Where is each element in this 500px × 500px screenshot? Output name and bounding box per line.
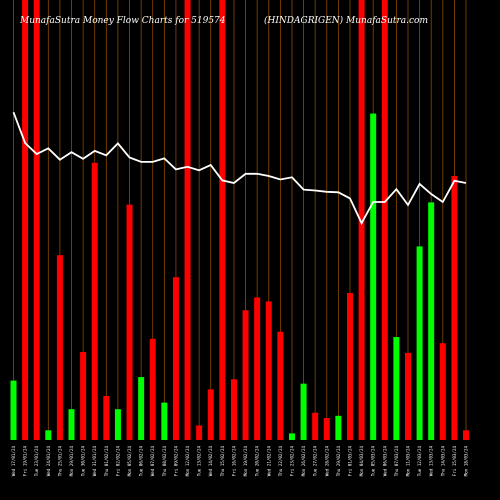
bar [323,418,330,440]
bar [10,380,17,440]
x-tick-label: Mon 11/03/24 [405,446,410,477]
bar [288,433,295,440]
x-tick-label: Thu 25/01/24 [57,446,62,477]
bar [439,343,446,440]
bar [149,338,156,440]
chart-subtitle: (HINDAGRIGEN) MunafaSutra.com [264,15,428,26]
bar [230,379,237,440]
x-tick-label: Thu 14/03/24 [440,446,445,477]
x-tick-label: Tue 05/03/24 [371,446,376,477]
bar [103,396,110,440]
bar [56,255,63,440]
x-tick-label: Wed 17/01/24 [11,446,16,477]
x-tick-label: Wed 14/02/24 [208,446,213,477]
bar [404,352,411,440]
x-tick-label: Tue 30/01/24 [81,446,86,477]
bar [138,377,145,440]
bar [172,277,179,440]
bar [219,0,226,440]
x-tick-label: Fri 02/02/24 [115,446,120,477]
bar [196,425,203,440]
bar [114,409,121,440]
bar [184,0,191,440]
bar [265,301,272,440]
x-tick-label: Wed 13/03/24 [429,446,434,477]
bars-group [10,0,469,441]
bar [312,412,319,440]
bar [416,246,423,440]
bar [33,0,40,440]
x-tick-label: Fri 01/03/24 [347,446,352,477]
bar [358,0,365,440]
bar [45,430,52,440]
x-tick-label: Wed 28/02/24 [324,446,329,477]
x-tick-label: Wed 21/02/24 [266,446,271,477]
bar [300,383,307,440]
x-tick-label: Mon 26/02/24 [301,446,306,477]
bar [242,310,249,440]
bar [68,409,75,440]
bar [277,331,284,440]
x-tick-label: Tue 27/02/24 [313,446,318,477]
chart-title: MunafaSutra Money Flow Charts for 519574 [19,16,226,26]
bar [463,430,469,440]
bar [381,0,388,440]
x-tick-label: Thu 22/02/24 [278,446,283,477]
x-tick-label: Tue 06/02/24 [139,446,144,477]
x-tick-label: Mon 29/01/24 [69,446,74,477]
x-tick-label: Fri 23/02/24 [289,446,294,477]
x-tick-label: Wed 24/01/24 [46,446,51,477]
x-tick-label: Mon 19/02/24 [243,446,248,477]
x-tick-label: Tue 13/02/24 [197,446,202,477]
x-tick-label: Wed 06/03/24 [382,446,387,477]
bar [254,297,261,440]
x-tick-label: Tue 20/02/24 [255,446,260,477]
x-tick-label: Wed 07/02/24 [150,446,155,477]
bar [161,402,168,440]
x-tick-label: Thu 07/03/24 [394,446,399,477]
x-tick-label: Thu 08/02/24 [162,446,167,477]
bar [451,176,458,440]
bar [80,352,87,440]
x-tick-label: Wed 31/01/24 [92,446,97,477]
money-flow-line [12,111,467,226]
x-tick-label: Tue 12/03/24 [417,446,422,477]
x-tick-label: Tue 23/01/24 [34,446,39,477]
bar [207,389,214,440]
x-tick-label: Mon 04/03/24 [359,446,364,477]
bar [335,415,342,440]
x-tick-label: Mon 18/03/24 [464,446,469,477]
x-tick-label: Thu 29/02/24 [336,446,341,477]
bar [91,162,98,441]
bar [393,337,400,440]
x-tick-label: Fri 19/01/24 [23,446,28,477]
bar [370,113,377,441]
x-tick-labels: Wed 17/01/24 Fri 19/01/24 Tue 23/01/24 Wed … [11,446,469,477]
x-tick-label: Thu 15/02/24 [220,446,225,477]
bar [22,0,29,440]
x-tick-label: Fri 16/02/24 [231,446,236,477]
x-tick-label: Mon 12/02/24 [185,446,190,477]
bar [126,204,133,440]
x-tick-label: Fri 09/02/24 [173,446,178,477]
x-tick-label: Fri 15/03/24 [452,446,457,477]
bar [346,293,353,440]
x-tick-label: Thu 01/02/24 [104,446,109,477]
x-tick-label: Mon 05/02/24 [127,446,132,477]
bar [428,202,435,440]
